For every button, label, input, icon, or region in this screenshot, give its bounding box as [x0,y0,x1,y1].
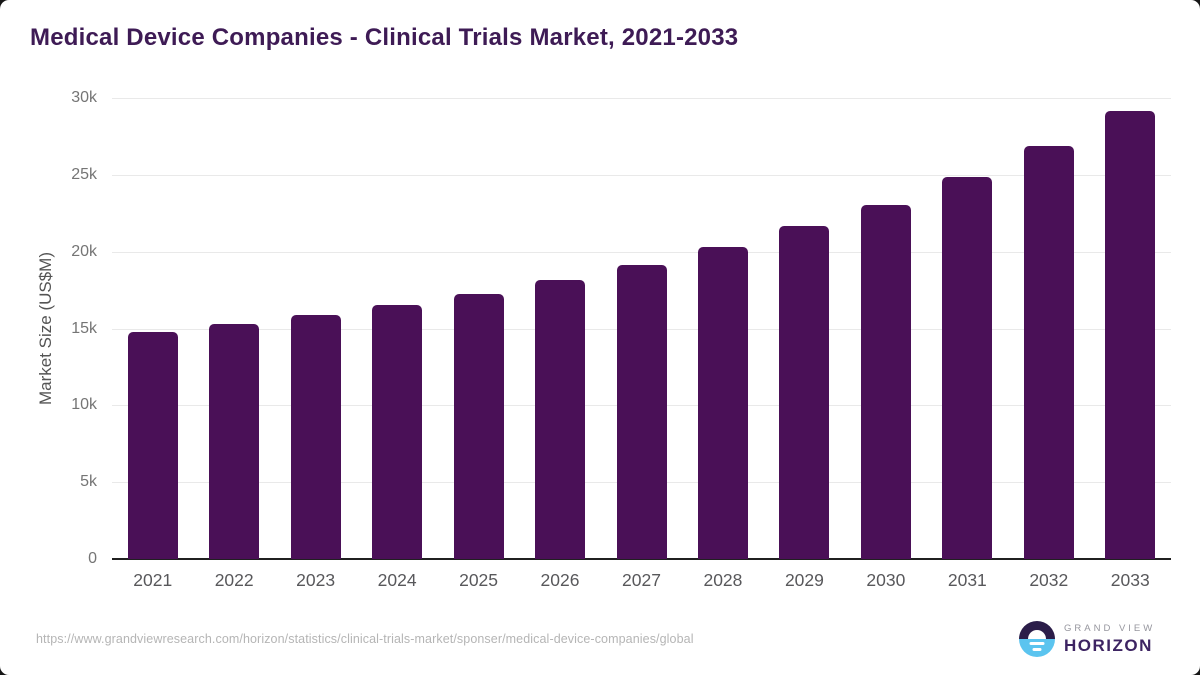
bar-2025 [453,293,504,559]
logo-water-line [1029,642,1045,645]
x-tick-label-2027: 2027 [622,570,661,590]
x-tick-label-2030: 2030 [866,570,906,590]
bar-2023 [290,314,341,559]
logo-water-line [1032,648,1042,651]
bar-2027 [616,264,667,559]
x-tick-label-2023: 2023 [296,570,336,590]
y-tick-label-0: 0 [88,550,97,567]
bar-2021 [127,331,178,559]
chart-title: Medical Device Companies - Clinical Tria… [30,24,739,51]
y-tick-label-20k: 20k [71,242,97,260]
x-tick-label-2022: 2022 [214,570,254,590]
logo-brand-top: GRAND VIEW [1064,622,1156,634]
y-tick-label-5k: 5k [80,473,97,491]
logo-brand-bottom: HORIZON [1064,635,1153,655]
y-tick-label-25k: 25k [71,165,97,183]
bar-2022 [209,323,260,559]
x-tick-label-2026: 2026 [540,570,580,590]
bar-2029 [779,226,830,559]
gridline-25k [112,174,1171,176]
bar-2026 [535,280,586,559]
bar-2030 [860,204,911,559]
x-tick-label-2021: 2021 [133,570,173,590]
horizon-circle-icon [1019,621,1055,657]
bar-2032 [1023,145,1074,559]
x-axis-line [112,558,1171,560]
x-tick-label-2028: 2028 [703,570,743,590]
x-tick-label-2025: 2025 [459,570,499,590]
bar-2024 [372,304,423,559]
bar-2028 [697,247,748,559]
x-tick-label-2032: 2032 [1029,570,1069,590]
gridline-30k [112,98,1171,99]
source-url: https://www.grandviewresearch.com/horizo… [36,632,694,646]
y-tick-label-10k: 10k [71,396,97,414]
plot-area: Market Size (US$M) 0 5k 10k 15k 20k 25k 30k 202… [36,89,1171,590]
bar-2033 [1105,111,1156,559]
logo-arch-shape [1028,630,1046,639]
grand-view-horizon-logo: GRAND VIEW HORIZON [1019,621,1155,657]
x-tick-label-2024: 2024 [377,570,417,590]
y-tick-label-30k: 30k [71,89,97,106]
x-tick-label-2033: 2033 [1110,570,1150,590]
gridline-20k [112,251,1171,253]
footer: https://www.grandviewresearch.com/horizo… [0,614,1200,675]
x-tick-label-2029: 2029 [784,570,824,590]
x-tick-label-2031: 2031 [947,570,987,590]
y-tick-label-15k: 15k [71,319,97,337]
bar-2031 [942,177,993,559]
